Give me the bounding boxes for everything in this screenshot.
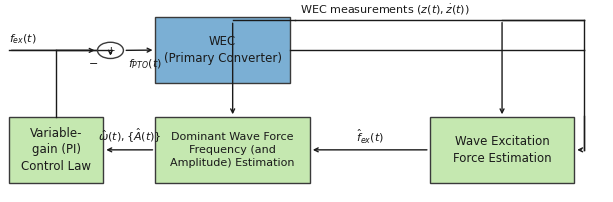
Text: WEC measurements $(z(t), \dot{z}(t))$: WEC measurements $(z(t), \dot{z}(t))$ [300, 2, 470, 17]
Text: $f_{ex}(t)$: $f_{ex}(t)$ [9, 32, 36, 46]
Text: Wave Excitation
Force Estimation: Wave Excitation Force Estimation [453, 135, 551, 165]
Text: Variable-
gain (PI)
Control Law: Variable- gain (PI) Control Law [21, 127, 91, 173]
Text: Dominant Wave Force
Frequency (and
Amplitude) Estimation: Dominant Wave Force Frequency (and Ampli… [170, 132, 295, 168]
Text: $\hat{f}_{ex}(t)$: $\hat{f}_{ex}(t)$ [356, 127, 384, 145]
Text: $\hat{\omega}(t), \{\hat{A}(t)\}$: $\hat{\omega}(t), \{\hat{A}(t)\}$ [97, 127, 161, 145]
Bar [430, 117, 574, 183]
Bar [155, 117, 310, 183]
Text: $-$: $-$ [88, 57, 99, 67]
Text: $+$: $+$ [105, 45, 115, 56]
Text: WEC
(Primary Converter): WEC (Primary Converter) [164, 35, 282, 65]
Bar [9, 117, 104, 183]
Bar [155, 17, 290, 83]
Text: $f_{PTO}(t)$: $f_{PTO}(t)$ [128, 58, 162, 72]
